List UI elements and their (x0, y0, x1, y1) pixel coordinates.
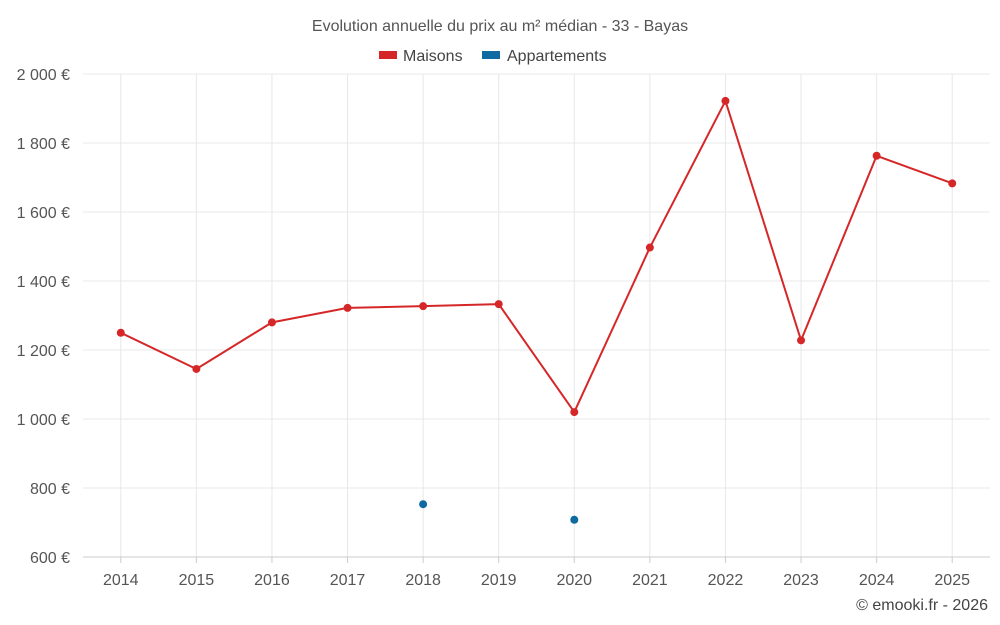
y-tick-label: 1 600 € (17, 205, 70, 222)
y-tick-label: 800 € (30, 481, 70, 498)
series-appartements (419, 500, 579, 524)
x-tick-label: 2023 (783, 572, 819, 589)
credit-label: © emooki.fr - 2026 (856, 597, 988, 614)
series-line (120, 99, 953, 414)
data-point[interactable] (570, 408, 579, 417)
legend-label-maisons: Maisons (403, 48, 463, 65)
data-point[interactable] (419, 302, 428, 311)
x-tick-label: 2015 (179, 572, 215, 589)
x-axis-ticks: 2014 2015 2016 2017 2018 2019 2020 2021 2022 2023… (103, 557, 970, 589)
data-point[interactable] (419, 500, 428, 509)
legend-item-appartements[interactable]: Appartements (482, 48, 607, 65)
x-tick-label: 2018 (405, 572, 441, 589)
series-maisons (116, 96, 957, 417)
data-point[interactable] (116, 328, 125, 337)
y-tick-label: 1 200 € (17, 343, 70, 360)
y-tick-label: 1 000 € (17, 412, 70, 429)
data-point[interactable] (494, 300, 503, 309)
x-tick-label: 2019 (481, 572, 517, 589)
legend: Maisons Appartements (379, 48, 607, 65)
x-tick-label: 2014 (103, 572, 139, 589)
x-tick-label: 2025 (934, 572, 970, 589)
legend-swatch-appartements (482, 51, 500, 59)
x-tick-label: 2021 (632, 572, 668, 589)
chart-title: Evolution annuelle du prix au m² médian … (312, 18, 688, 35)
x-tick-label: 2020 (556, 572, 592, 589)
y-axis-ticks: 600 € 800 € 1 000 € 1 200 € 1 400 € 1 600 € 1 … (17, 67, 70, 567)
y-tick-label: 1 800 € (17, 136, 70, 153)
data-point[interactable] (721, 96, 730, 105)
data-point[interactable] (872, 151, 881, 160)
data-point[interactable] (267, 318, 276, 327)
data-point[interactable] (948, 179, 957, 188)
data-point[interactable] (645, 243, 654, 252)
data-point[interactable] (570, 515, 579, 524)
y-tick-label: 2 000 € (17, 67, 70, 84)
x-tick-label: 2016 (254, 572, 290, 589)
data-point[interactable] (192, 364, 201, 373)
data-point[interactable] (797, 336, 806, 345)
legend-swatch-maisons (379, 51, 397, 59)
series (116, 96, 957, 524)
grid (83, 73, 990, 557)
x-tick-label: 2017 (330, 572, 366, 589)
legend-item-maisons[interactable]: Maisons (379, 48, 463, 65)
x-tick-label: 2024 (859, 572, 895, 589)
legend-label-appartements: Appartements (507, 48, 607, 65)
x-tick-label: 2022 (708, 572, 744, 589)
y-tick-label: 1 400 € (17, 274, 70, 291)
data-point[interactable] (343, 303, 352, 312)
y-tick-label: 600 € (30, 550, 70, 567)
